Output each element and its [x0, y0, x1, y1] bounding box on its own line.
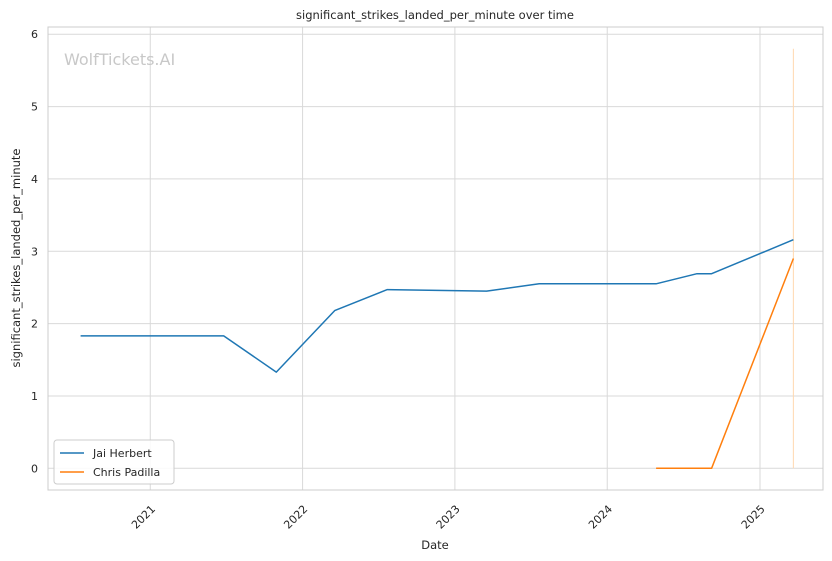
legend-box: [53, 439, 175, 485]
y-tick-label: 0: [31, 462, 38, 475]
legend-label-jai-herbert: Jai Herbert: [92, 447, 152, 460]
y-tick-label: 6: [31, 28, 38, 41]
y-axis-title: significant_strikes_landed_per_minute: [9, 149, 23, 368]
legend-label-chris-padilla: Chris Padilla: [93, 466, 160, 479]
y-tick-label: 1: [31, 390, 38, 403]
watermark: WolfTickets.AI: [64, 50, 175, 69]
legend: Jai Herbert Chris Padilla: [53, 439, 175, 485]
grid: [48, 27, 823, 490]
y-axis-ticks: 0 1 2 3 4 5 6: [31, 28, 38, 475]
series-line-jai-herbert: [80, 239, 794, 373]
plot-frame: [47, 26, 824, 491]
y-tick-label: 4: [31, 173, 38, 186]
chart-title: significant_strikes_landed_per_minute ov…: [296, 8, 574, 22]
y-tick-label: 3: [31, 245, 38, 258]
y-tick-label: 5: [31, 101, 38, 114]
y-tick-label: 2: [31, 318, 38, 331]
series-layer: [80, 239, 795, 470]
x-axis-title: Date: [421, 538, 449, 552]
series-line-chris-padilla: [656, 258, 795, 470]
